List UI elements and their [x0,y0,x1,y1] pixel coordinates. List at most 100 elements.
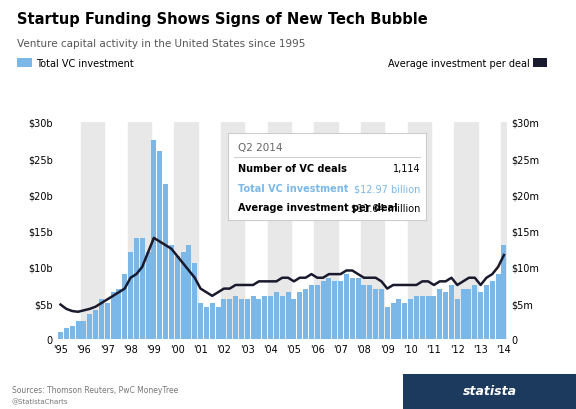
Text: Total VC investment: Total VC investment [238,184,348,194]
Text: $11.64 million: $11.64 million [351,203,420,213]
Bar [221,300,226,339]
Bar [396,300,401,339]
Bar [408,300,413,339]
Bar [385,307,390,339]
Bar [314,285,320,339]
Bar [391,303,396,339]
Bar [350,278,355,339]
Bar [157,152,162,339]
Bar [286,292,290,339]
Bar [81,321,86,339]
Bar [99,300,104,339]
Bar [274,292,279,339]
Bar [484,285,489,339]
Bar [338,282,343,339]
Bar [105,303,109,339]
Bar [221,123,244,339]
Bar [128,253,133,339]
Bar [291,300,297,339]
Bar [75,321,81,339]
Bar [408,123,431,339]
Bar [502,246,506,339]
Bar [443,292,448,339]
Bar [437,289,442,339]
Bar [251,296,256,339]
Bar [478,292,483,339]
Bar [256,300,262,339]
Bar [327,278,331,339]
Bar [175,123,198,339]
Bar [111,292,116,339]
Bar [58,332,63,339]
Bar [151,141,156,339]
Bar [467,289,471,339]
Text: 1,114: 1,114 [392,164,420,174]
Bar [228,300,232,339]
Bar [198,303,203,339]
Bar [169,245,174,339]
Bar [204,307,209,339]
Bar [321,282,325,339]
Text: statista: statista [463,384,517,398]
Bar [134,238,139,339]
Bar [210,303,215,339]
Bar [245,300,250,339]
Bar [426,296,431,339]
Bar [303,289,308,339]
Bar [140,238,145,339]
FancyBboxPatch shape [403,374,576,409]
Bar [402,303,407,339]
Bar [379,289,384,339]
Bar [268,296,273,339]
Bar [262,296,267,339]
Bar [455,300,460,339]
Bar [233,296,238,339]
Bar [472,285,478,339]
Text: Average investment per deal: Average investment per deal [388,58,530,68]
Bar [367,285,372,339]
Text: Startup Funding Shows Signs of New Tech Bubble: Startup Funding Shows Signs of New Tech … [17,12,428,27]
Text: Sources: Thomson Reuters, PwC MoneyTree: Sources: Thomson Reuters, PwC MoneyTree [12,385,178,394]
Text: Venture capital activity in the United States since 1995: Venture capital activity in the United S… [17,39,306,49]
Bar [93,310,98,339]
Bar [180,253,185,339]
Bar [163,184,168,339]
Bar [332,282,337,339]
Bar [420,296,425,339]
Bar [175,256,180,339]
Bar [461,289,465,339]
Bar [490,282,495,339]
Bar [192,263,197,339]
Bar [70,326,75,339]
Bar [431,296,437,339]
Bar [122,274,127,339]
Bar [309,285,314,339]
Bar [87,314,92,339]
Bar [146,253,150,339]
Text: Total VC investment: Total VC investment [36,58,134,68]
Bar [297,292,302,339]
Bar [414,296,419,339]
Text: Average investment per deal: Average investment per deal [238,203,398,213]
Text: Q2 2014: Q2 2014 [238,142,283,152]
Bar [454,123,478,339]
Bar [239,300,244,339]
Bar [280,296,285,339]
Bar [501,123,524,339]
Bar [81,123,104,339]
Text: @StatistaCharts: @StatistaCharts [12,397,68,404]
Bar [373,289,378,339]
Bar [116,289,122,339]
Bar [64,329,69,339]
Bar [355,278,361,339]
Bar [215,307,221,339]
Text: $12.97 billion: $12.97 billion [354,184,420,194]
Bar [268,123,291,339]
Bar [314,123,338,339]
Bar [187,245,191,339]
Bar [362,285,366,339]
Bar [449,285,454,339]
Bar [361,123,384,339]
Text: Number of VC deals: Number of VC deals [238,164,347,174]
Bar [128,123,151,339]
